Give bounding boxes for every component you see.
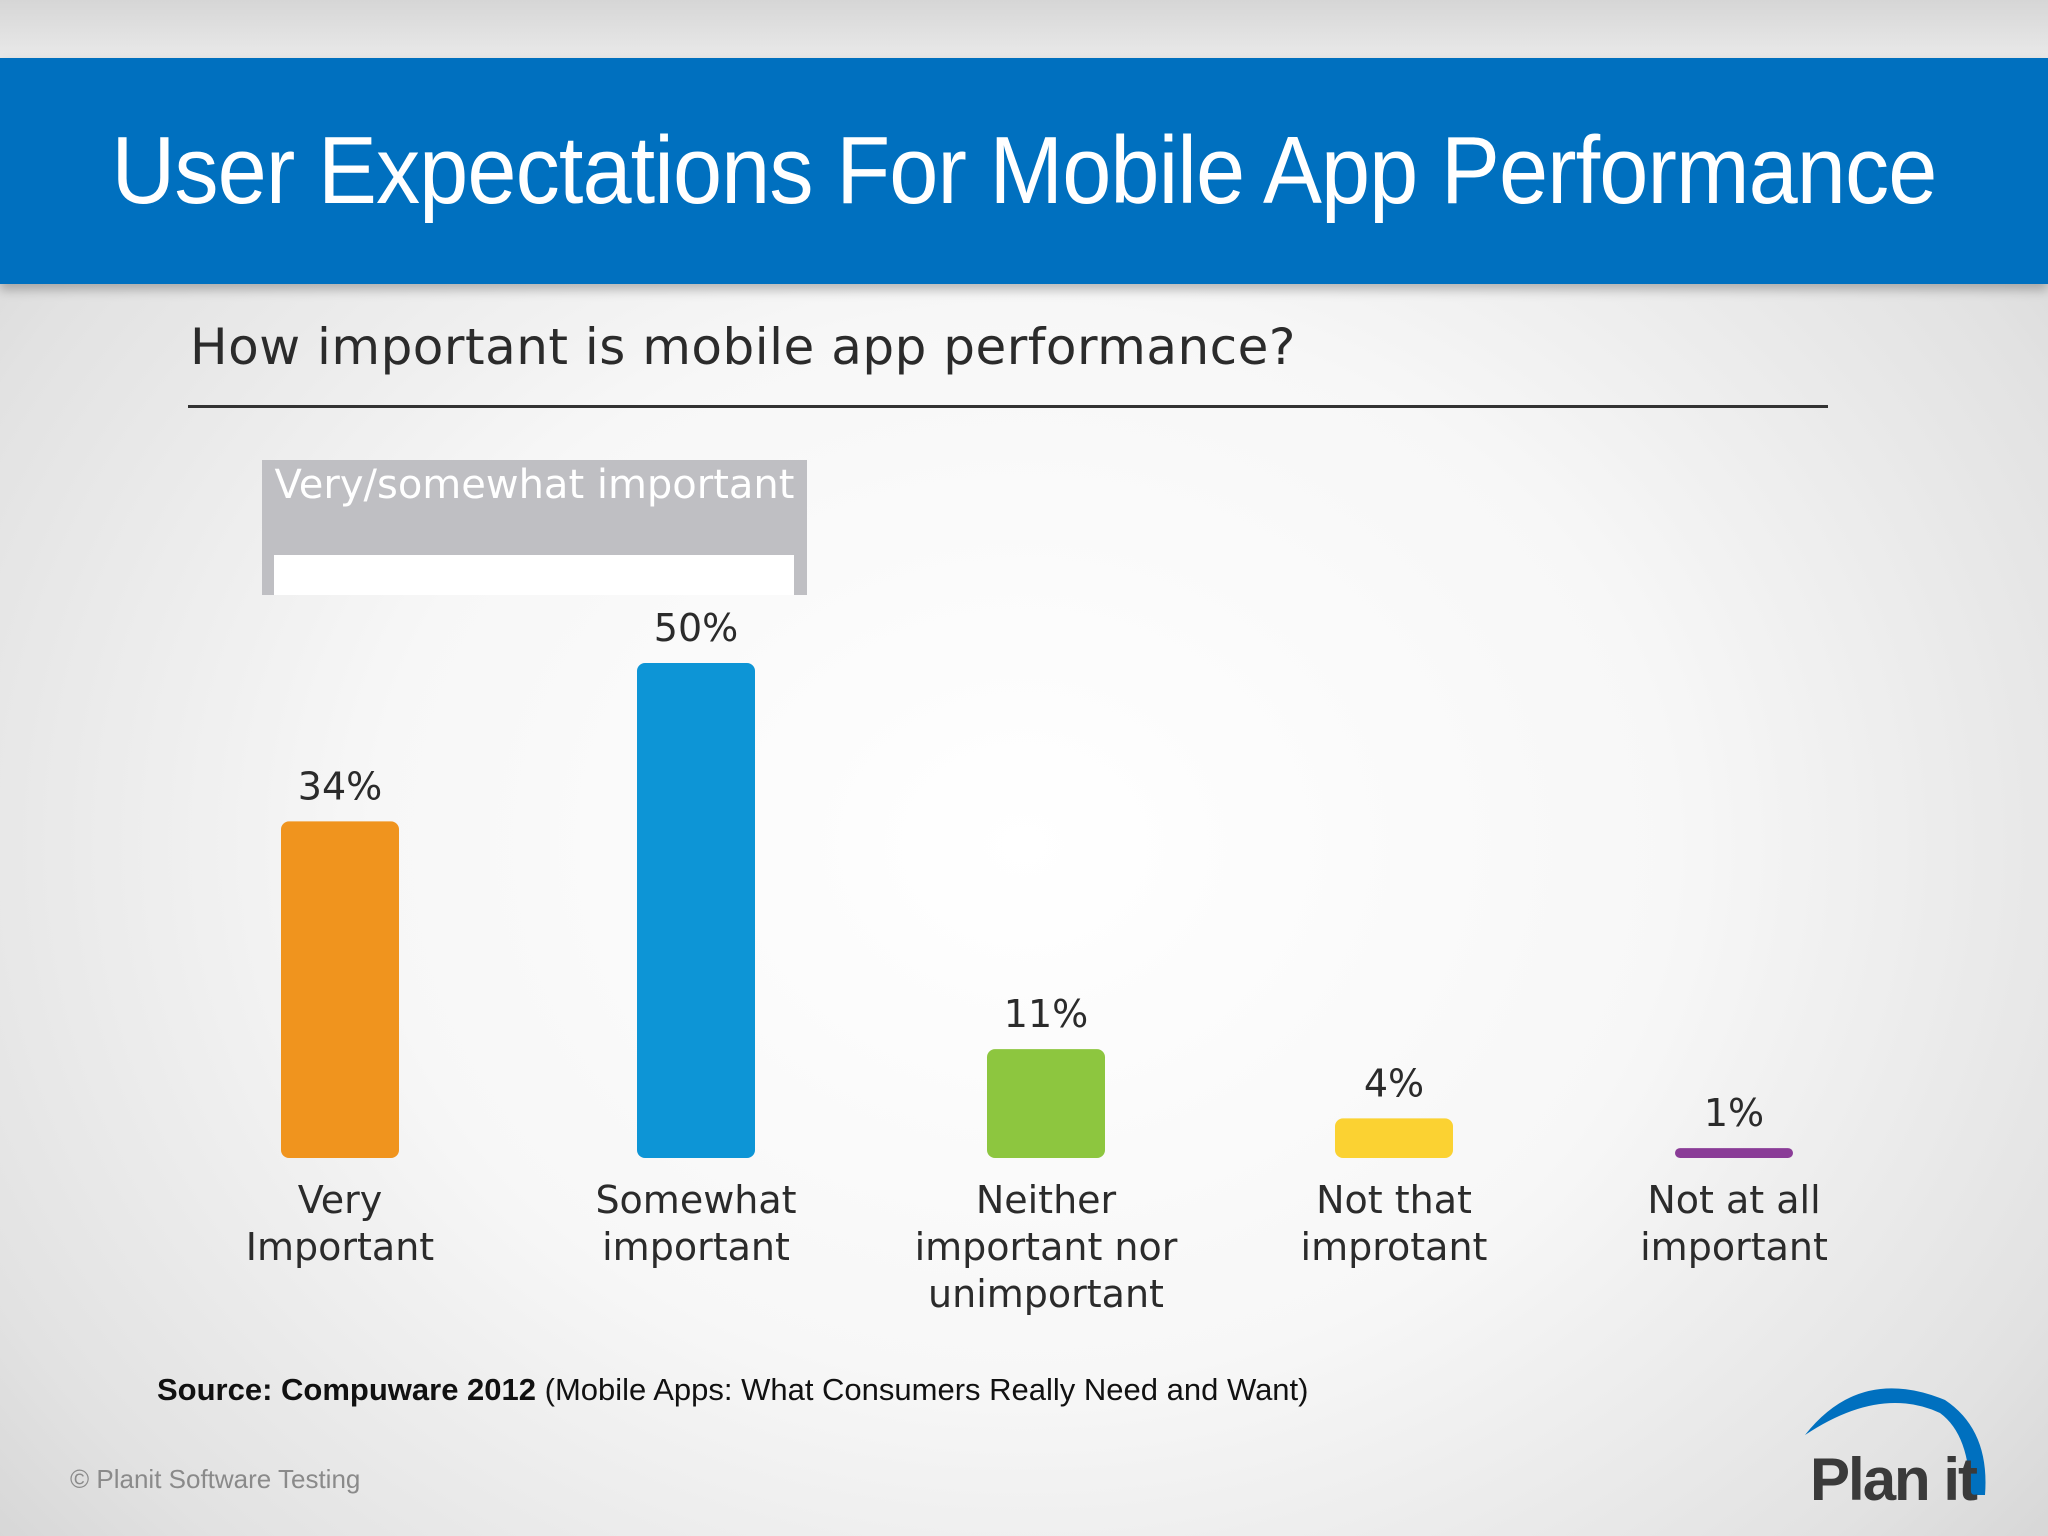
category-label-3-line-3: unimportant bbox=[928, 1272, 1164, 1316]
value-label-1: 34% bbox=[298, 764, 382, 808]
source-detail: (Mobile Apps: What Consumers Really Need… bbox=[536, 1372, 1309, 1407]
bar-2 bbox=[637, 663, 755, 1158]
source-citation: Source: Compuware 2012 (Mobile Apps: Wha… bbox=[157, 1372, 1309, 1408]
category-label-3-line-2: important nor bbox=[915, 1225, 1178, 1269]
group-bracket: Very/somewhat important bbox=[262, 460, 807, 595]
title-rule bbox=[188, 405, 1828, 408]
category-label-2-line-1: Somewhat bbox=[595, 1178, 796, 1222]
logo-text: Plan it bbox=[1810, 1446, 1978, 1513]
category-label-5-line-1: Not at all bbox=[1647, 1178, 1820, 1222]
chart-title: How important is mobile app performance? bbox=[190, 318, 1296, 376]
value-label-3: 11% bbox=[1004, 992, 1088, 1036]
bar-1 bbox=[281, 821, 399, 1158]
bar-5 bbox=[1675, 1148, 1793, 1158]
category-label-4-line-2: improtant bbox=[1301, 1225, 1488, 1269]
planit-logo: Plan it bbox=[1800, 1375, 2000, 1515]
category-label-1-line-1: Very bbox=[298, 1178, 383, 1222]
category-label-5-line-2: important bbox=[1640, 1225, 1828, 1269]
source-title: Source: Compuware 2012 bbox=[157, 1372, 537, 1407]
bar-4 bbox=[1335, 1118, 1453, 1158]
category-label-4-line-1: Not that bbox=[1316, 1178, 1472, 1222]
bar-3 bbox=[987, 1049, 1105, 1158]
copyright-text: © Planit Software Testing bbox=[70, 1464, 361, 1494]
group-label: Very/somewhat important bbox=[274, 462, 795, 508]
slide-title: User Expectations For Mobile App Perform… bbox=[111, 117, 1938, 224]
value-label-4: 4% bbox=[1364, 1061, 1424, 1105]
category-label-3-line-1: Neither bbox=[976, 1178, 1117, 1222]
value-label-5: 1% bbox=[1704, 1091, 1764, 1135]
value-label-2: 50% bbox=[654, 606, 738, 650]
category-label-2-line-2: important bbox=[602, 1225, 790, 1269]
category-label-1-line-2: Important bbox=[246, 1225, 434, 1269]
top-strip bbox=[0, 0, 2048, 58]
group-bracket-cutout bbox=[274, 555, 794, 595]
title-bar: User Expectations For Mobile App Perform… bbox=[0, 58, 2048, 284]
